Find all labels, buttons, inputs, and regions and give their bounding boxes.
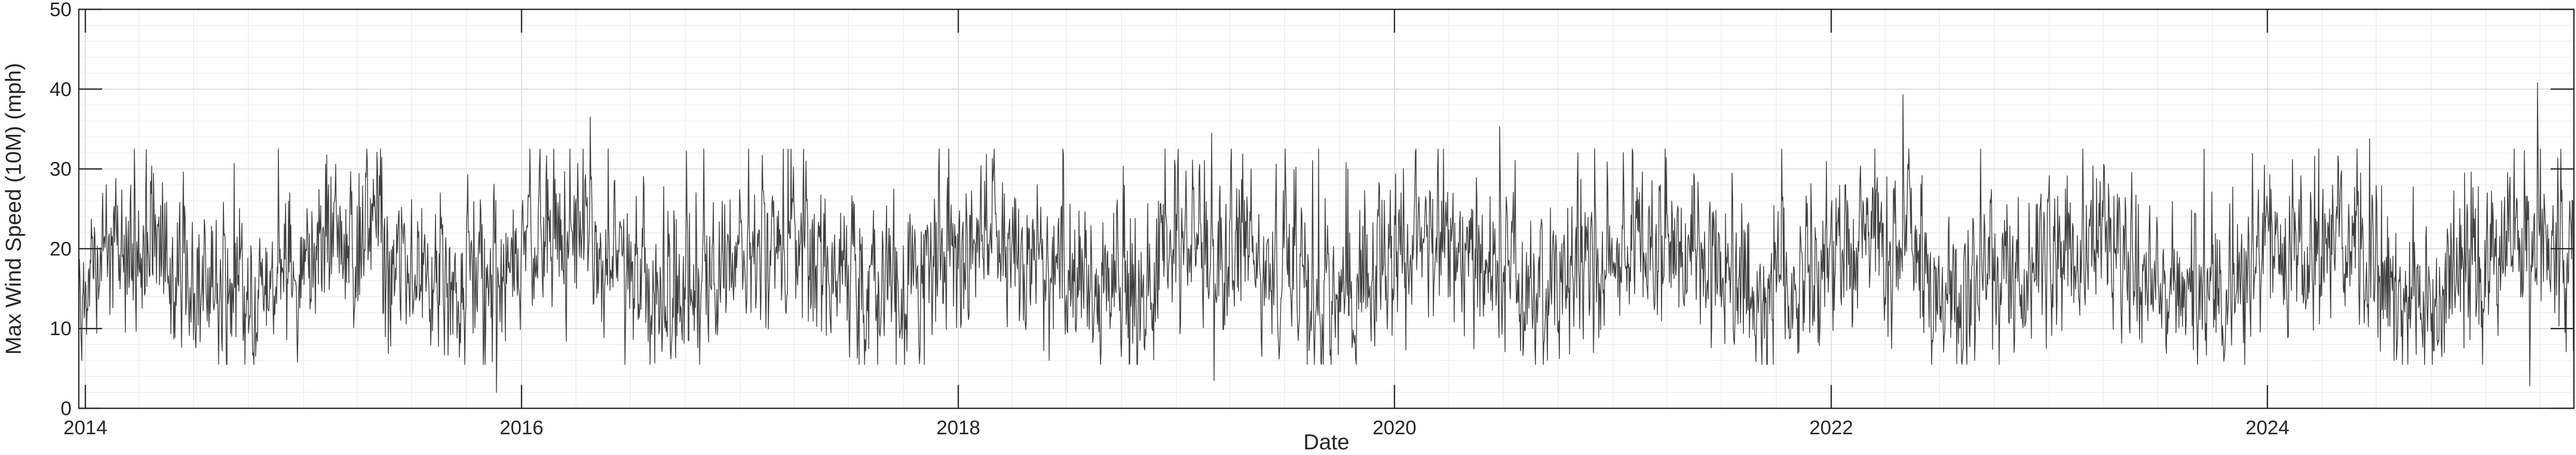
tick-labels: 0 10 20 30 40 50 2014 2016 2018 2020 2022 2024 bbox=[50, 0, 2289, 439]
y-tick-label: 20 bbox=[50, 238, 72, 260]
axes-box bbox=[78, 8, 2575, 409]
y-tick-label: 40 bbox=[50, 79, 72, 101]
y-tick-label: 50 bbox=[50, 0, 72, 21]
y-tick-label: 10 bbox=[50, 318, 72, 340]
x-tick-label: 2022 bbox=[1809, 417, 1853, 439]
axes bbox=[78, 8, 2575, 409]
x-tick-label: 2018 bbox=[936, 417, 980, 439]
y-tick-label: 0 bbox=[61, 398, 72, 420]
y-axis-label: Max Wind Speed (10M) (mph) bbox=[1, 63, 25, 355]
x-axis-label: Date bbox=[1303, 430, 1349, 454]
x-tick-label: 2020 bbox=[1373, 417, 1417, 439]
x-tick-label: 2024 bbox=[2245, 417, 2289, 439]
wind-speed-line bbox=[78, 82, 2574, 393]
x-tick-label: 2016 bbox=[500, 417, 544, 439]
y-tick-label: 30 bbox=[50, 159, 72, 181]
series-line bbox=[78, 82, 2574, 393]
x-tick-label: 2014 bbox=[63, 417, 107, 439]
